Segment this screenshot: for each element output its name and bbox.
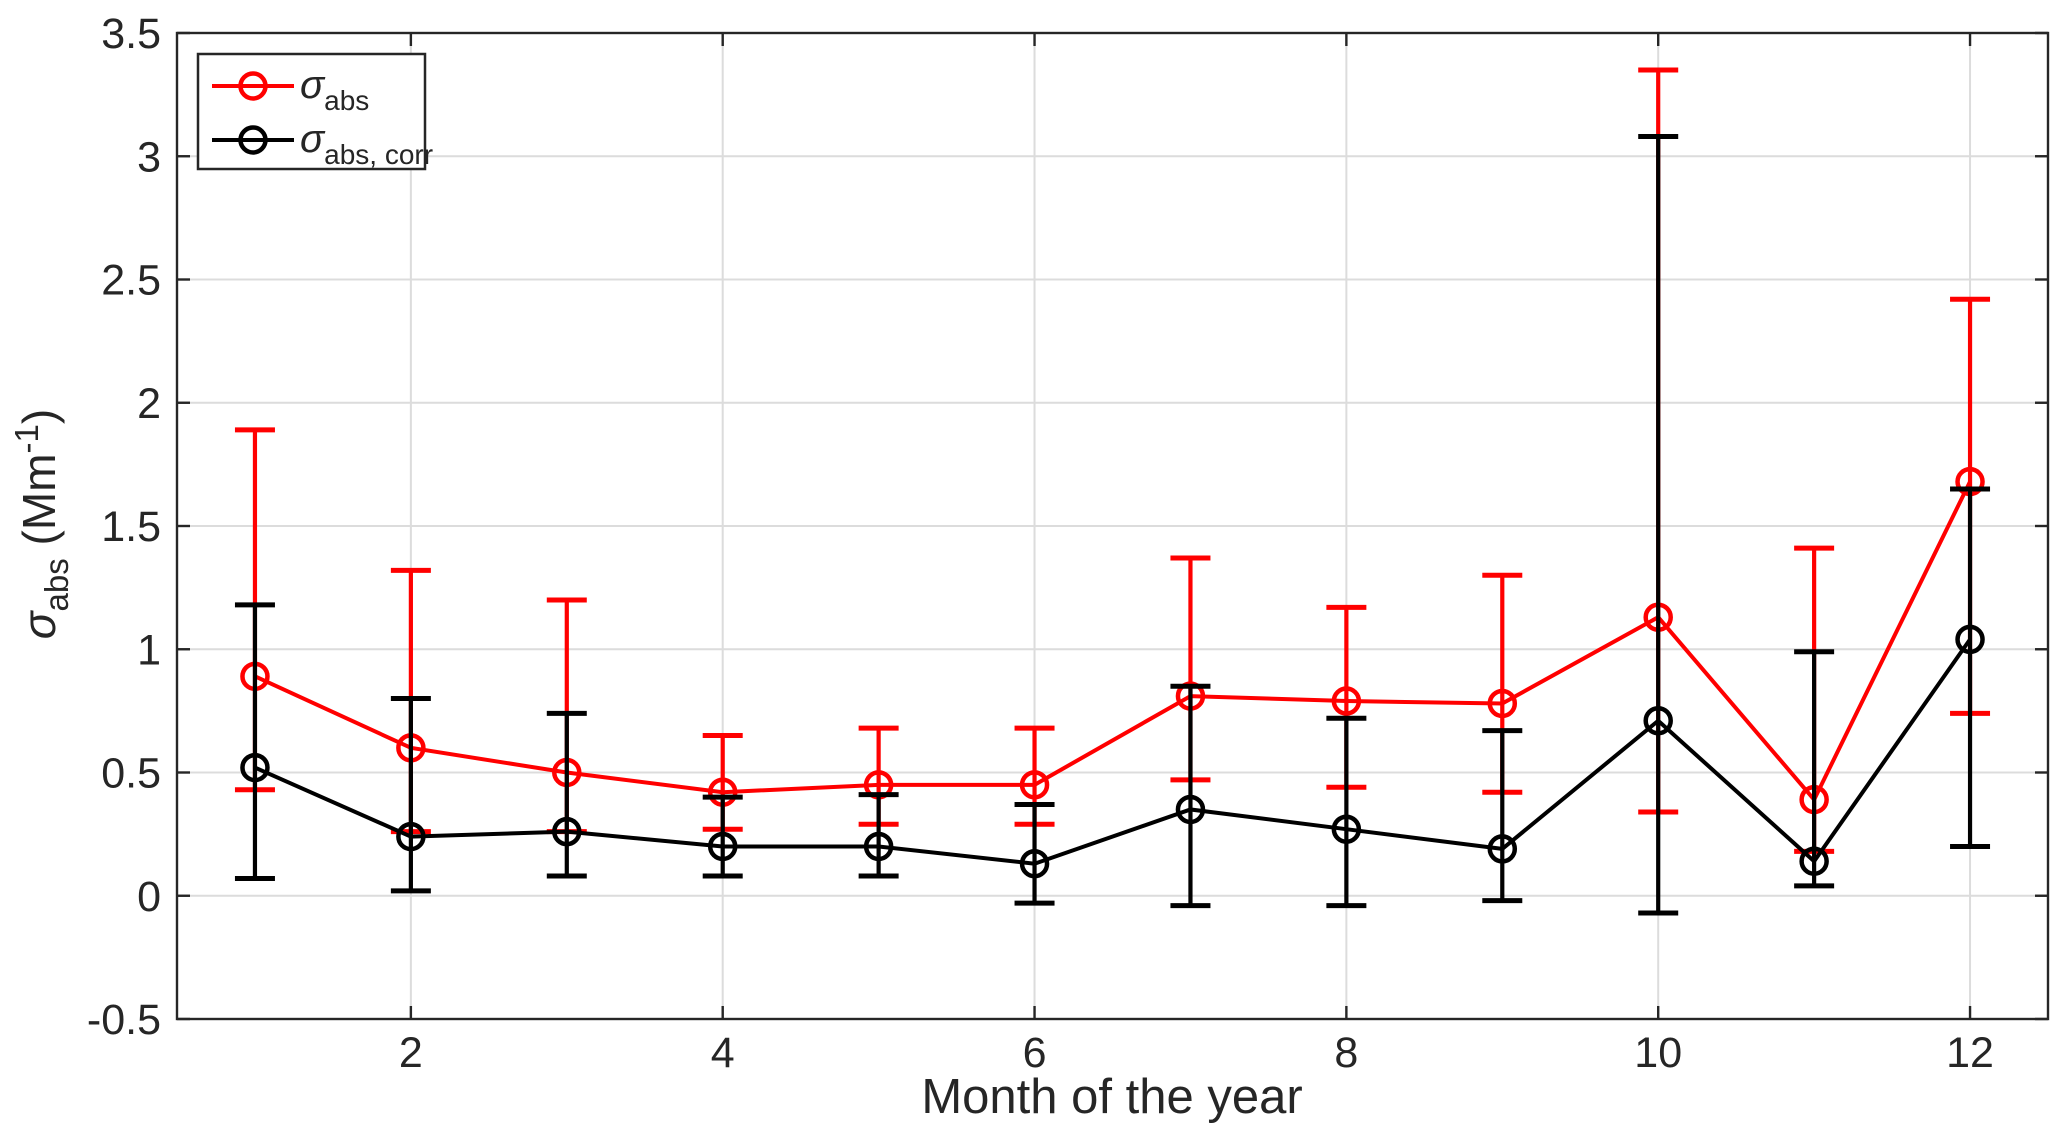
x-axis-label: Month of the year — [921, 1070, 1302, 1124]
error-bar — [234, 602, 275, 881]
x-tick-label: 8 — [1334, 1029, 1358, 1077]
series-sigma_abs_corr — [234, 134, 1991, 916]
y-tick-label: 0 — [137, 873, 161, 921]
x-tick-label: 6 — [1023, 1029, 1047, 1077]
data-point-marker — [1643, 705, 1673, 736]
legend-label: σabs — [300, 63, 369, 116]
data-point-marker — [396, 821, 426, 852]
legend-marker-sample — [238, 125, 268, 155]
error-bar — [390, 696, 431, 894]
y-tick-label: 2 — [137, 380, 161, 428]
legend-item-sigma_abs_corr: σabs, corr — [212, 117, 433, 170]
y-axis-label-part: (Mm — [13, 453, 65, 558]
series-layer — [234, 67, 1991, 916]
legend-label-symbol: σ — [300, 117, 326, 161]
grid-layer — [177, 33, 2048, 1019]
x-tick-label: 4 — [711, 1029, 735, 1077]
series-line — [254, 480, 1972, 804]
x-tick-label: 12 — [1946, 1029, 1994, 1077]
legend-item-sigma_abs: σabs — [212, 63, 369, 116]
legend-label-subscript: abs — [324, 85, 369, 116]
legend-label-subscript: abs, corr — [324, 139, 433, 170]
y-tick-label: 2.5 — [101, 257, 161, 305]
data-point-marker — [1331, 686, 1362, 716]
x-tick-label: 10 — [1634, 1029, 1682, 1077]
legend-marker-sample — [238, 71, 268, 101]
legend-box — [196, 52, 427, 171]
error-bar — [1638, 134, 1679, 916]
y-tick-label: 3 — [137, 133, 161, 181]
data-point-marker — [552, 816, 582, 847]
data-point-marker — [1019, 770, 1050, 800]
error-bar — [546, 710, 587, 879]
y-axis-label-part: -1 — [8, 424, 45, 453]
data-point-marker — [1487, 688, 1518, 719]
error-bar — [1950, 486, 1991, 849]
data-point-marker — [1955, 624, 1985, 655]
error-bar — [1014, 802, 1055, 906]
y-tick-label: 1.5 — [101, 503, 161, 551]
error-bar — [1482, 728, 1523, 904]
tick-labels-layer: 2 4 6 8 10 12 -0.5 0 0.5 1 1.5 2 2.5 3 3.5 — [87, 10, 1994, 1077]
data-point-marker — [1331, 814, 1362, 844]
legend-label: σabs, corr — [300, 117, 433, 170]
data-point-marker — [240, 752, 270, 783]
y-axis-label-part: σ — [13, 609, 65, 639]
legend-label-symbol: σ — [300, 63, 326, 107]
data-point-marker — [1487, 834, 1518, 864]
y-axis-label-part: ) — [13, 409, 65, 424]
x-tick-label: 2 — [399, 1029, 423, 1077]
data-point-marker — [1175, 794, 1206, 825]
series-line — [254, 638, 1972, 866]
error-bar — [1326, 715, 1367, 909]
data-point-marker — [1019, 848, 1050, 879]
data-point-marker — [863, 831, 894, 862]
error-bar — [702, 794, 743, 879]
data-point-marker — [1799, 846, 1829, 876]
y-tick-label: 0.5 — [101, 750, 161, 798]
y-tick-label: -0.5 — [87, 996, 161, 1044]
y-axis-label: σabs (Mm-1) — [8, 409, 75, 639]
y-tick-label: 1 — [137, 626, 161, 674]
y-tick-label: 3.5 — [101, 10, 161, 58]
series-sigma_abs — [234, 67, 1991, 854]
data-point-marker — [707, 831, 738, 862]
y-axis-label-part: abs — [38, 558, 75, 611]
axes-layer — [175, 31, 2050, 1021]
